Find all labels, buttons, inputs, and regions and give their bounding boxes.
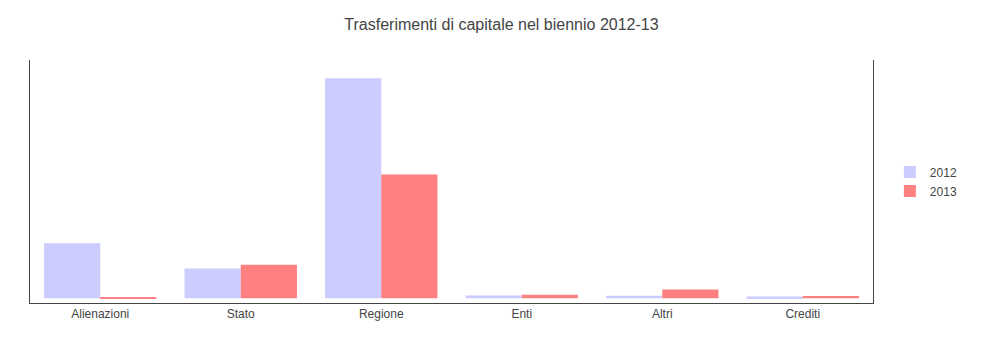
svg-text:Crediti: Crediti [785,307,820,321]
svg-text:Altri: Altri [652,307,673,321]
svg-text:Stato: Stato [227,307,255,321]
svg-text:2012: 2012 [930,166,957,180]
svg-text:2013: 2013 [930,185,957,199]
svg-text:Alienazioni: Alienazioni [71,307,129,321]
svg-text:Regione: Regione [359,307,404,321]
svg-text:Enti: Enti [511,307,532,321]
svg-text:Trasferimenti di capitale nel: Trasferimenti di capitale nel biennio 20… [344,16,658,33]
